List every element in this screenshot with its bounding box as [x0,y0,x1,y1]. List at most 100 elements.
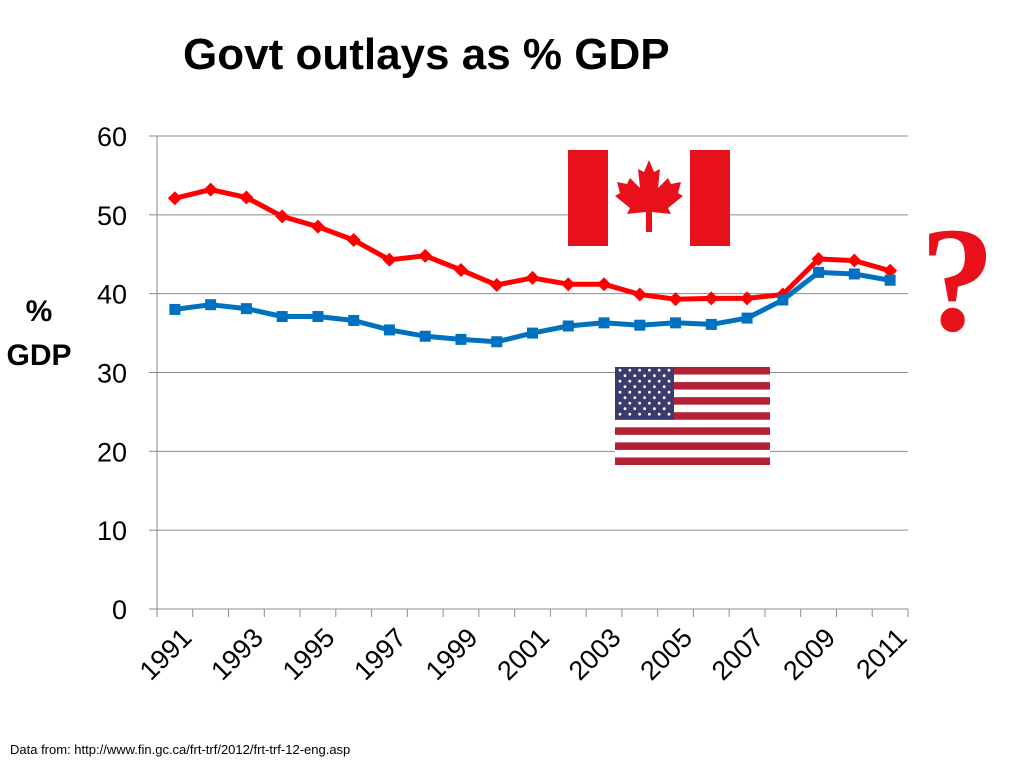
data-point [741,312,753,324]
star-icon [618,379,622,383]
usa-stripe [615,412,770,420]
usa-flag [615,367,770,465]
star-icon [623,374,627,378]
star-icon [633,396,637,400]
star-icon [633,407,637,411]
data-point [598,317,610,329]
data-point [348,314,360,326]
data-point [883,263,898,278]
data-point [205,299,217,311]
y-axis-label: % GDP [2,290,76,378]
data-point [167,191,182,206]
x-tick-label: 1991 [134,622,198,686]
star-icon [653,407,656,411]
x-tick-label: 2009 [777,622,841,686]
star-icon [633,385,637,389]
star-icon [657,390,661,394]
data-point [670,317,682,329]
usa-stripe [615,419,770,428]
data-point [382,252,397,267]
star-icon [657,379,661,383]
star-icon [653,374,656,378]
data-point [847,253,862,268]
data-point [884,274,896,286]
data-point [704,291,719,306]
usa-stripe [615,404,770,413]
y-tick-label: 50 [97,201,127,231]
star-icon [653,385,656,389]
data-point [632,287,647,302]
x-tick-label: 1995 [277,622,341,686]
y-tick-label: 20 [97,437,127,467]
star-icon [643,374,646,378]
data-point [489,277,504,292]
star-icon [623,407,627,411]
star-icon [648,368,651,372]
x-tick-label: 2001 [491,622,555,686]
star-icon [667,368,671,372]
y-tick-label: 60 [97,122,127,152]
usa-stripe [615,397,770,405]
data-point [418,248,433,263]
star-icon [667,390,671,394]
star-icon [618,390,622,394]
data-source-footnote: Data from: http://www.fin.gc.ca/frt-trf/… [10,742,351,757]
star-icon [628,390,632,394]
x-tick-label: 1999 [420,622,484,686]
star-icon [662,374,666,378]
usa-stripe [615,382,770,390]
y-tick-label: 30 [97,359,127,389]
data-point [527,327,538,339]
star-icon [638,379,641,383]
y-axis-label-line2: GDP [6,339,72,372]
x-tick-label: 1993 [205,622,269,686]
data-point [240,303,252,315]
data-point [813,266,825,278]
usa-stripe [615,457,770,465]
usa-stripe [615,434,770,443]
x-tick-label: 2003 [563,622,627,686]
data-point [634,319,646,331]
star-icon [653,396,656,400]
canada-flag [568,150,730,246]
y-tick-label: 0 [112,595,127,625]
data-point [811,251,826,266]
star-icon [623,396,627,400]
star-icon [667,412,671,416]
star-icon [633,374,637,378]
star-icon [638,412,641,416]
star-icon [643,407,646,411]
star-icon [667,401,671,405]
data-point [562,320,574,332]
data-point [239,190,254,205]
star-icon [662,407,666,411]
usa-stripe [615,449,770,458]
maple-leaf-icon [615,160,683,232]
x-tick-label: 2007 [706,622,770,686]
star-icon [643,385,646,389]
star-icon [623,385,627,389]
data-point [203,182,218,197]
usa-stripe [615,374,770,383]
star-icon [628,379,632,383]
star-icon [638,401,641,405]
data-point [455,333,467,345]
star-icon [628,401,632,405]
data-point [597,277,612,292]
star-icon [618,368,622,372]
x-tick-label: 2011 [850,622,912,684]
data-point [383,324,395,336]
data-point [848,268,860,280]
star-icon [648,412,651,416]
data-point [777,294,789,306]
star-icon [628,412,632,416]
star-icon [662,396,666,400]
star-icon [618,412,622,416]
y-tick-label: 10 [97,516,127,546]
star-icon [643,396,646,400]
star-icon [648,379,651,383]
y-axis-label-line1: % [25,295,53,328]
data-point [668,292,683,307]
star-icon [638,390,641,394]
